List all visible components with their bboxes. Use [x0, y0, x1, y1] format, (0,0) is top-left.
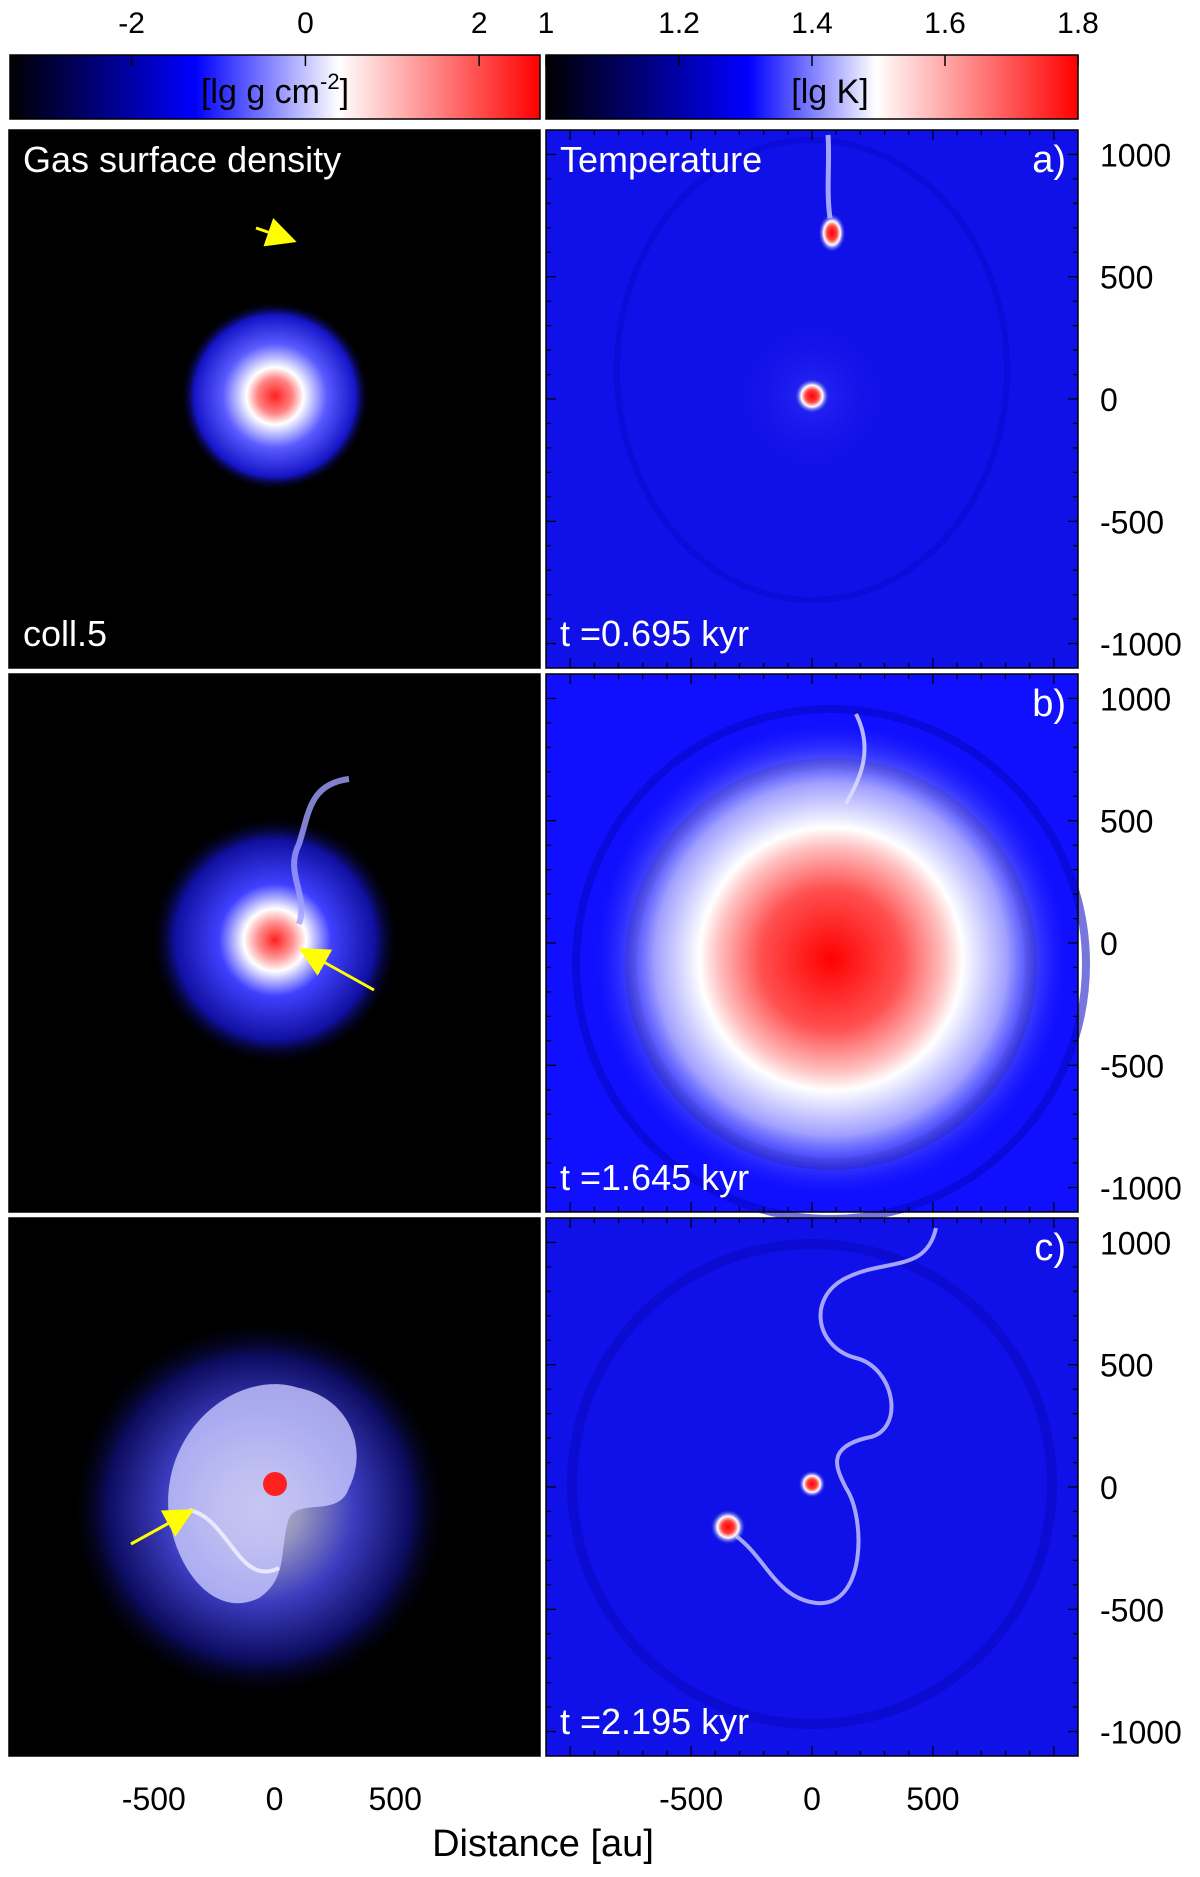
y-tick-label: 1000: [1100, 681, 1171, 717]
time-label: t =0.695 kyr: [560, 613, 749, 654]
y-tick-label: 500: [1100, 260, 1153, 296]
panel-c-temperature: t =2.195 kyr c): [546, 1218, 1078, 1756]
colorbar-density-label: [lg g cm-2]: [201, 69, 349, 111]
colorbar-tick-label: 1.8: [1057, 7, 1099, 40]
colorbar-density-ticks: -2 0 2: [118, 7, 488, 66]
colorbar-temperature-bar: [545, 54, 1079, 120]
central-star: [263, 1472, 287, 1496]
x-tick-label: -500: [659, 1781, 723, 1817]
y-tick-label: 1000: [1100, 137, 1171, 173]
colorbar-temperature: [lg K] 1 1.2 1.4 1.6 1.8: [538, 7, 1099, 120]
colorbar-temperature-label: [lg K]: [791, 73, 868, 111]
panel-title-temperature: Temperature: [560, 139, 762, 180]
colorbar-tick-label: -2: [118, 7, 145, 40]
colorbar-temperature-ticks: 1 1.2 1.4 1.6 1.8: [538, 7, 1099, 66]
x-tick-label: 500: [906, 1781, 959, 1817]
colorbar-density-bar: [9, 54, 541, 120]
colorbar-tick-label: 1.2: [658, 7, 700, 40]
panel-tag: b): [1032, 683, 1066, 725]
intruder-arrow: [130, 1509, 195, 1546]
shock-ring: [567, 1239, 1057, 1729]
panel-b-density: [9, 674, 540, 1212]
x-tick-label: 0: [803, 1781, 821, 1817]
y-tick-label: 0: [1100, 1470, 1118, 1506]
protostellar-disk: [180, 301, 370, 491]
colorbar-tick-label: 2: [471, 7, 488, 40]
colorbar-tick-label: 1.4: [791, 7, 833, 40]
colorbar-tick-label: 1: [538, 7, 555, 40]
y-tick-label: -500: [1100, 1592, 1164, 1628]
panel-c-density: [9, 1218, 540, 1756]
panel-tag: c): [1034, 1227, 1066, 1269]
panel-b-temperature: t =1.645 kyr b): [546, 674, 1090, 1223]
y-tick-label: 0: [1100, 926, 1118, 962]
panel-title-density: Gas surface density: [23, 139, 341, 180]
intruder-arrow: [298, 948, 375, 992]
axes: 1000 500 0 -500 -1000 1000 500 0 -500 -1000 1000 50…: [8, 129, 1182, 1817]
y-tick-label: 500: [1100, 1348, 1153, 1384]
time-label: t =2.195 kyr: [560, 1701, 749, 1742]
colorbar-density: [lg g cm-2] -2 0 2: [9, 7, 541, 120]
time-label: t =1.645 kyr: [560, 1157, 749, 1198]
disturbed-disk: [168, 1384, 357, 1604]
y-tick-label: -1000: [1100, 1171, 1182, 1207]
tidal-arc: [734, 1227, 938, 1606]
protostellar-disk: [150, 815, 400, 1065]
tidal-tail: [291, 776, 350, 925]
x-axis-label: Distance [au]: [432, 1823, 654, 1865]
intruder-trail: [825, 134, 833, 219]
hot-core: [596, 724, 1066, 1194]
x-tick-label: 500: [368, 1781, 421, 1817]
y-tick-label: 500: [1100, 804, 1153, 840]
y-tick-label: 1000: [1100, 1225, 1171, 1261]
hot-spot-primary: [794, 378, 830, 414]
hot-spot-intruder: [818, 213, 846, 253]
tidal-tail: [844, 713, 867, 805]
intruder-arrow: [255, 218, 297, 247]
panel-a-density: Gas surface density coll.5: [9, 130, 540, 668]
colorbar-tick-label: 0: [297, 7, 314, 40]
y-tick-label: -500: [1100, 1048, 1164, 1084]
panel-tag: a): [1032, 139, 1066, 181]
y-tick-label: -500: [1100, 504, 1164, 540]
y-tick-label: 0: [1100, 382, 1118, 418]
x-tick-label: -500: [122, 1781, 186, 1817]
panel-a-temperature: Temperature t =0.695 kyr a): [546, 130, 1078, 668]
y-tick-label: -1000: [1100, 1715, 1182, 1751]
x-tick-label: 0: [266, 1781, 284, 1817]
hot-spot-primary: [798, 1470, 826, 1498]
y-tick-label: -1000: [1100, 627, 1182, 663]
tidal-bridge: [188, 1508, 280, 1574]
colorbar-tick-label: 1.6: [924, 7, 966, 40]
model-label: coll.5: [23, 613, 107, 654]
